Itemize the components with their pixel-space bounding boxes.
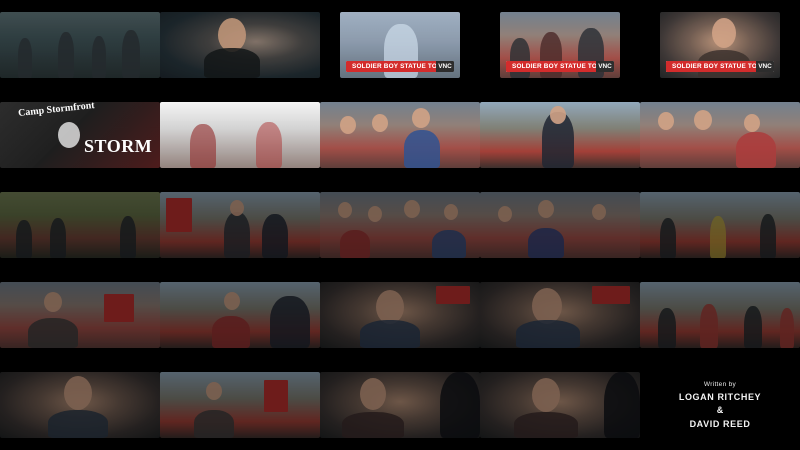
- credits-ampersand: &: [716, 405, 724, 415]
- frame-closeup-bearded: [160, 12, 320, 78]
- frame-crowd-1: [320, 102, 480, 168]
- credits-name-2: DAVID REED: [689, 419, 751, 429]
- frame-stormfront-sign: Camp Stormfront STORM: [0, 102, 160, 168]
- network-logo: VNC: [596, 61, 614, 72]
- frame-crowd-2: [640, 102, 800, 168]
- network-logo: VNC: [436, 61, 454, 72]
- credits-panel: Written by LOGAN RITCHEY & DAVID REED: [640, 372, 800, 450]
- network-logo: VNC: [756, 61, 774, 72]
- frame-news-1: SOLDIER BOY STATUE TOPPLED VNC: [340, 12, 460, 78]
- sign-camp-stormfront: Camp Stormfront: [17, 102, 96, 119]
- news-ticker: SOLDIER BOY STATUE TOPPLED: [666, 61, 756, 72]
- credits-written-by: Written by: [703, 381, 737, 388]
- frame-street-night: [0, 12, 160, 78]
- news-lower-third: SOLDIER BOY STATUE TOPPLED VNC: [346, 61, 454, 72]
- frame-closeup-glasses-2: [480, 282, 640, 348]
- frame-rally-4: [160, 282, 320, 348]
- news-ticker: SOLDIER BOY STATUE TOPPLED: [506, 61, 596, 72]
- credits-name-1: LOGAN RITCHEY: [678, 392, 762, 402]
- frame-rally-2: [160, 192, 320, 258]
- frame-crowd-3: [320, 192, 480, 258]
- frame-rally-1: [480, 102, 640, 168]
- frame-rally-5: [640, 282, 800, 348]
- news-lower-third: SOLDIER BOY STATUE TOPPLED VNC: [666, 61, 774, 72]
- frame-news-2: SOLDIER BOY STATUE TOPPLED VNC: [500, 12, 620, 78]
- frame-closeup-boy-1: [320, 372, 480, 438]
- frame-flag: [160, 102, 320, 168]
- frame-closeup-glasses-1: [320, 282, 480, 348]
- news-lower-third: SOLDIER BOY STATUE TOPPLED VNC: [506, 61, 614, 72]
- frame-news-3: SOLDIER BOY STATUE TOPPLED VNC: [660, 12, 780, 78]
- frame-park: [0, 192, 160, 258]
- frame-rally-3: [640, 192, 800, 258]
- news-ticker: SOLDIER BOY STATUE TOPPLED: [346, 61, 436, 72]
- frame-rally-6: [160, 372, 320, 438]
- frame-crowd-5: [0, 282, 160, 348]
- frame-closeup-man: [0, 372, 160, 438]
- sign-storm: STORM: [84, 136, 153, 156]
- frame-closeup-boy-2: [480, 372, 640, 438]
- frame-crowd-4: [480, 192, 640, 258]
